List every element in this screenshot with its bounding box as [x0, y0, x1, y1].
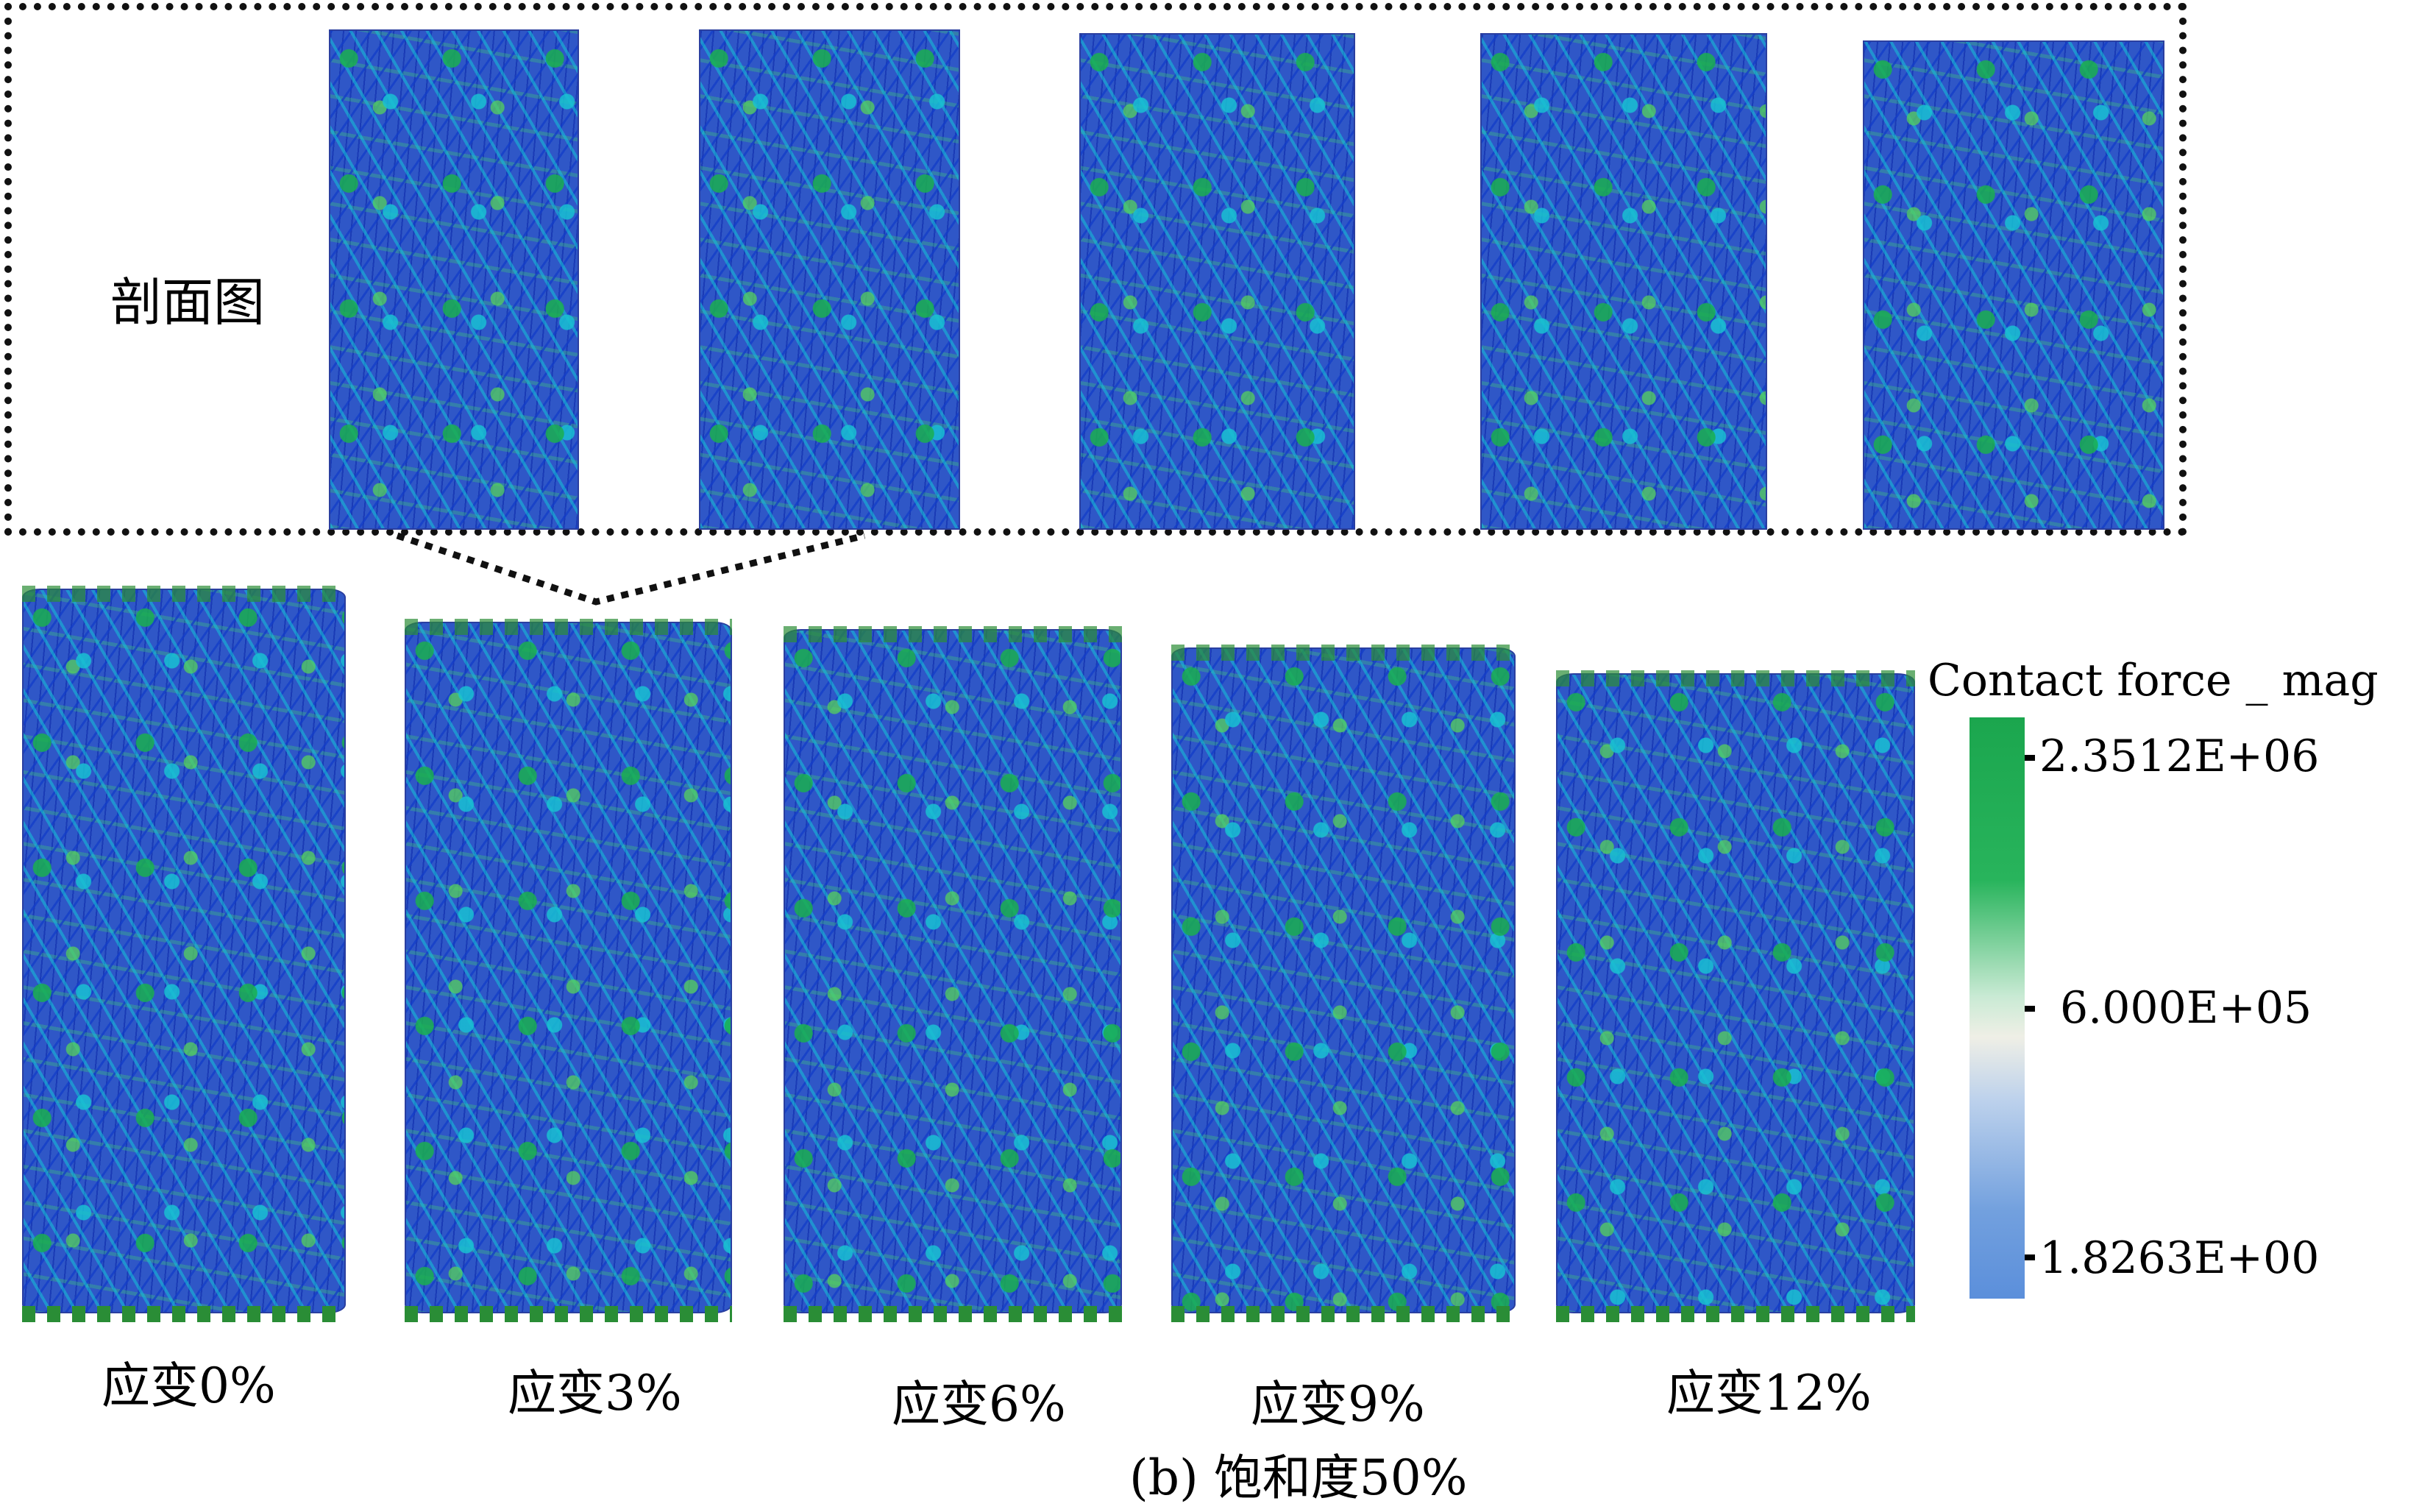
specimen-panel-strain-0 — [22, 586, 346, 1322]
section-view-label: 剖面图 — [110, 272, 265, 333]
colorbar-title: Contact force _ mag — [1928, 655, 2379, 706]
specimen-panel-strain-12 — [1556, 670, 1915, 1322]
section-panel-strain-3 — [699, 29, 960, 530]
colorbar-label-high: 2.3512E+06 — [2039, 731, 2320, 782]
section-panel-strain-6 — [1079, 33, 1355, 530]
colorbar — [1970, 717, 2025, 1299]
colorbar-tick-mid — [2025, 1006, 2035, 1012]
colorbar-tick-low — [2025, 1254, 2035, 1260]
section-panel-strain-0 — [329, 29, 579, 530]
strain-label-12: 应变12% — [1666, 1365, 1872, 1422]
strain-label-0: 应变0% — [102, 1357, 276, 1414]
section-panel-strain-12 — [1863, 40, 2164, 530]
strain-label-6: 应变6% — [892, 1376, 1066, 1433]
specimen-panel-strain-3 — [405, 619, 732, 1322]
colorbar-tick-high — [2025, 755, 2035, 761]
section-panel-strain-9 — [1480, 33, 1767, 530]
strain-label-3: 应变3% — [508, 1365, 682, 1422]
strain-label-9: 应变9% — [1251, 1376, 1425, 1433]
colorbar-label-mid: 6.000E+05 — [2060, 982, 2312, 1034]
specimen-panel-strain-9 — [1171, 645, 1516, 1322]
section-view-inset — [4, 3, 2187, 536]
colorbar-label-low: 1.8263E+00 — [2039, 1232, 2320, 1284]
figure-caption: (b) 饱和度50% — [1129, 1449, 1468, 1506]
specimen-panel-strain-6 — [784, 626, 1122, 1322]
